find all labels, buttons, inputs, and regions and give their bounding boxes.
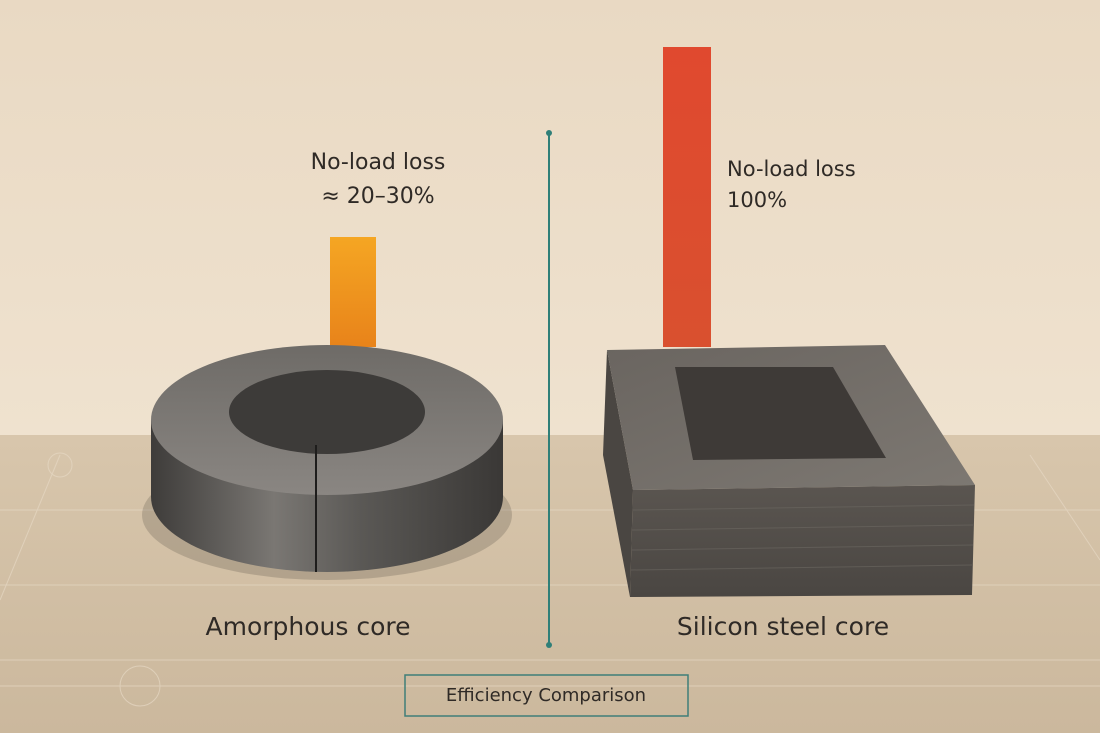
- annotation: No-load loss: [311, 150, 446, 175]
- silicon-steel-core: [603, 345, 975, 597]
- annotation: 100%: [727, 188, 787, 212]
- footer-box: [404, 674, 689, 717]
- amorphous-core: [142, 345, 512, 580]
- amorphous-loss-bar: [330, 237, 376, 347]
- annotation: No-load loss: [727, 157, 856, 181]
- footer-title: Efficiency Comparison: [446, 685, 646, 706]
- core-label: Amorphous core: [205, 612, 410, 641]
- silicon-loss-bar: [663, 47, 711, 347]
- annotation: ≈ 20–30%: [321, 184, 434, 209]
- core-label: Silicon steel core: [677, 612, 889, 641]
- divider: [546, 130, 552, 648]
